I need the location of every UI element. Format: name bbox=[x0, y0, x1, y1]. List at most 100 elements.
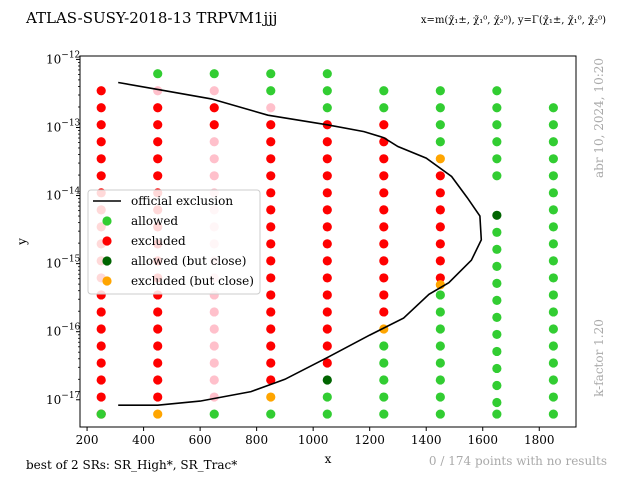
legend-label: allowed bbox=[131, 214, 178, 228]
data-point-allowed bbox=[435, 324, 445, 334]
data-point-excluded bbox=[266, 324, 276, 334]
data-point-allowed bbox=[435, 307, 445, 317]
data-point-allowed bbox=[548, 392, 558, 402]
data-point-excluded bbox=[153, 137, 163, 147]
data-point-allowed bbox=[435, 392, 445, 402]
data-point-excluded bbox=[379, 290, 389, 300]
data-point-excluded_light bbox=[209, 307, 219, 317]
data-point-excluded bbox=[96, 358, 106, 368]
data-point-excluded bbox=[153, 375, 163, 385]
data-point-excluded bbox=[96, 120, 106, 130]
data-point-excluded bbox=[435, 239, 445, 249]
data-point-excluded bbox=[322, 188, 332, 198]
data-point-excluded bbox=[153, 341, 163, 351]
data-point-excluded bbox=[322, 307, 332, 317]
data-point-excluded bbox=[379, 171, 389, 181]
data-point-allowed bbox=[492, 363, 502, 374]
data-point-allowed bbox=[548, 205, 558, 215]
y-tick-label: 10−14 bbox=[46, 187, 81, 203]
data-point-allowed bbox=[492, 154, 502, 164]
data-point-excluded bbox=[322, 290, 332, 300]
legend-dot-swatch bbox=[102, 216, 112, 226]
data-point-allowed bbox=[548, 290, 558, 300]
data-point-allowed bbox=[548, 409, 558, 419]
data-point-excluded bbox=[266, 239, 276, 249]
data-point-excluded bbox=[96, 324, 106, 334]
data-point-allowed bbox=[492, 137, 502, 147]
data-point-excluded bbox=[322, 358, 332, 368]
data-point-excluded bbox=[266, 358, 276, 368]
data-point-allowed bbox=[548, 120, 558, 130]
data-point-excluded bbox=[379, 256, 389, 266]
data-point-excluded bbox=[96, 103, 106, 113]
legend-dot-swatch bbox=[102, 236, 112, 246]
data-point-allowed bbox=[548, 188, 558, 198]
data-point-excluded_close bbox=[153, 409, 163, 419]
data-point-excluded bbox=[322, 273, 332, 283]
data-point-excluded bbox=[266, 188, 276, 198]
data-point-excluded bbox=[435, 188, 445, 198]
data-point-allowed bbox=[266, 69, 276, 79]
legend: official exclusion allowed excluded allowed… bbox=[87, 189, 261, 295]
data-point-excluded bbox=[322, 341, 332, 351]
data-point-excluded_light bbox=[209, 171, 219, 181]
data-point-allowed bbox=[492, 409, 502, 419]
data-point-excluded bbox=[379, 154, 389, 164]
data-point-excluded bbox=[96, 341, 106, 351]
data-point-allowed bbox=[548, 154, 558, 164]
data-point-excluded bbox=[322, 222, 332, 232]
data-point-allowed bbox=[492, 278, 502, 288]
data-point-excluded bbox=[96, 392, 106, 402]
data-point-excluded bbox=[96, 154, 106, 164]
data-point-allowed bbox=[492, 120, 502, 130]
data-point-allowed bbox=[548, 358, 558, 368]
legend-box bbox=[87, 189, 261, 295]
data-point-excluded_close bbox=[266, 392, 276, 402]
data-point-excluded bbox=[435, 273, 445, 283]
legend-label: excluded (but close) bbox=[131, 274, 254, 288]
data-point-allowed bbox=[322, 69, 332, 79]
data-point-excluded bbox=[322, 154, 332, 164]
legend-label: allowed (but close) bbox=[131, 254, 246, 268]
data-point-allowed bbox=[379, 103, 389, 113]
data-point-excluded bbox=[322, 239, 332, 249]
legend-label: official exclusion bbox=[131, 194, 233, 208]
y-tick-label: 10−15 bbox=[46, 255, 81, 271]
data-point-excluded bbox=[266, 375, 276, 385]
x-tick-label: 1400 bbox=[411, 433, 442, 447]
data-point-excluded bbox=[96, 86, 106, 96]
x-tick-label: 1600 bbox=[467, 433, 498, 447]
data-point-excluded bbox=[96, 137, 106, 147]
data-point-allowed bbox=[548, 137, 558, 147]
data-point-allowed bbox=[492, 86, 502, 96]
data-point-allowed bbox=[266, 86, 276, 96]
data-point-excluded_light bbox=[209, 375, 219, 385]
data-point-excluded bbox=[266, 137, 276, 147]
data-point-excluded bbox=[435, 256, 445, 266]
legend-dot-swatch bbox=[102, 256, 112, 266]
legend-label: excluded bbox=[131, 234, 186, 248]
data-point-excluded bbox=[153, 171, 163, 181]
data-point-excluded bbox=[322, 324, 332, 334]
legend-dot-swatch bbox=[102, 276, 112, 286]
data-point-allowed bbox=[435, 358, 445, 368]
data-point-excluded bbox=[322, 256, 332, 266]
data-point-excluded bbox=[266, 205, 276, 215]
data-point-excluded bbox=[379, 273, 389, 283]
data-point-allowed bbox=[492, 295, 502, 305]
data-point-allowed bbox=[492, 312, 502, 323]
data-point-allowed_close bbox=[322, 375, 332, 385]
data-point-allowed bbox=[209, 409, 219, 419]
data-point-excluded bbox=[96, 375, 106, 385]
data-point-allowed bbox=[435, 341, 445, 351]
x-tick-label: 200 bbox=[76, 433, 99, 447]
y-tick-label: 10−13 bbox=[46, 118, 81, 134]
data-point-allowed bbox=[548, 273, 558, 283]
data-point-allowed bbox=[435, 103, 445, 113]
data-point-allowed bbox=[492, 397, 502, 408]
data-point-allowed bbox=[435, 409, 445, 419]
footer-signal-regions: best of 2 SRs: SR_High*, SR_Trac* bbox=[26, 458, 237, 472]
data-point-allowed bbox=[266, 409, 276, 419]
y-tick-label: 10−12 bbox=[46, 50, 80, 66]
